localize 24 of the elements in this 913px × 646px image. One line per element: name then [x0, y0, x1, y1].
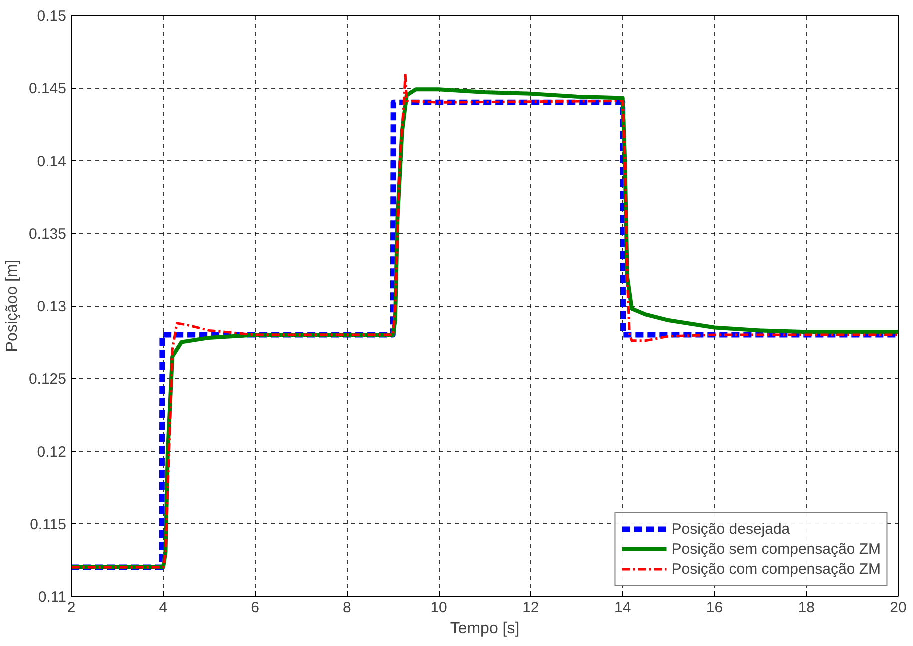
y-tick-label: 0.13: [37, 298, 67, 316]
legend-label: Posição com compensação ZM: [672, 560, 881, 578]
x-tick-label: 10: [430, 600, 448, 616]
x-tick-label: 12: [522, 600, 540, 616]
y-tick-label: 0.125: [28, 371, 67, 388]
x-tick-label: 14: [614, 600, 632, 616]
x-tick-label: 2: [67, 600, 76, 616]
legend-label: Posição desejada: [672, 520, 790, 538]
x-tick-label: 18: [798, 600, 815, 616]
y-axis-title: Posiçãoo [m]: [4, 260, 21, 352]
x-tick-label: 16: [706, 600, 724, 616]
x-tick-label: 20: [890, 600, 907, 616]
y-tick-label: 0.135: [28, 226, 67, 243]
y-tick-label: 0.115: [30, 516, 67, 534]
x-axis-title: Tempo [s]: [450, 620, 520, 638]
x-tick-label: 6: [251, 600, 260, 616]
legend-label: Posição sem compensação ZM: [672, 540, 881, 558]
y-tick-label: 0.145: [28, 80, 67, 98]
y-tick-label: 0.12: [37, 444, 67, 461]
x-tick-label: 8: [342, 600, 352, 616]
y-tick-label: 0.14: [37, 153, 67, 170]
y-tick-label: 0.15: [37, 8, 67, 25]
x-tick-label: 4: [159, 600, 168, 616]
y-tick-label: 0.11: [38, 589, 67, 606]
